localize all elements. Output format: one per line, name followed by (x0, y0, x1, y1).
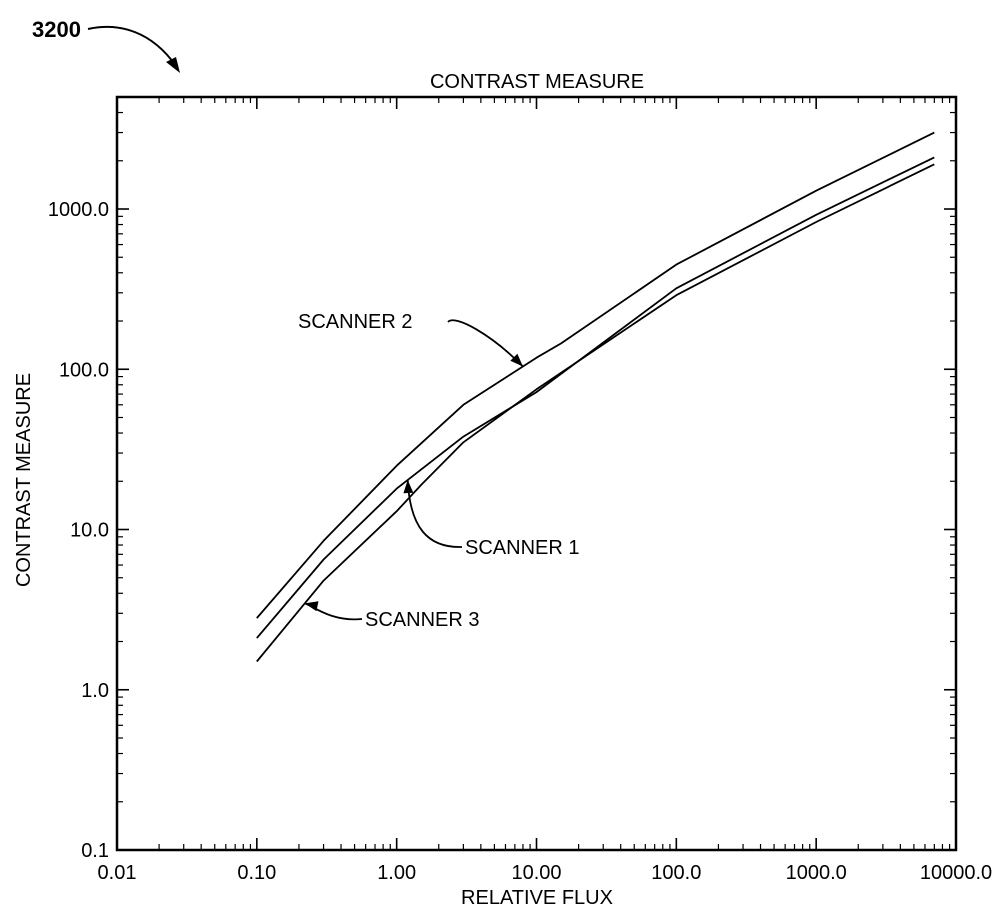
y-tick-label: 100.0 (59, 359, 109, 381)
x-axis-label: RELATIVE FLUX (461, 887, 613, 909)
annotation-arrowhead (305, 601, 319, 611)
y-tick-label: 1000.0 (48, 199, 109, 221)
x-tick-label: 10000.0 (920, 862, 992, 884)
figure-label-arrowhead (166, 57, 180, 73)
y-tick-label: 1.0 (81, 680, 109, 702)
annotation-scanner-1: SCANNER 1 (465, 537, 579, 559)
y-axis-label: CONTRAST MEASURE (13, 373, 35, 587)
x-tick-label: 1.00 (377, 862, 416, 884)
series-line-scanner-2 (257, 133, 935, 618)
x-tick-label: 100.0 (651, 862, 701, 884)
x-tick-label: 0.01 (98, 862, 137, 884)
annotation-scanner-3: SCANNER 3 (365, 609, 479, 631)
series-line-scanner-1 (257, 157, 935, 638)
x-tick-label: 10.00 (511, 862, 561, 884)
x-tick-label: 1000.0 (786, 862, 847, 884)
figure-label-leader (88, 27, 176, 66)
ticks-layer: 0.01 0.10 1.00 10.00 100.0 1000.0 10000.0 0.1 1.… (48, 97, 992, 884)
chart-title: CONTRAST MEASURE (430, 71, 644, 93)
plot-frame (117, 97, 956, 850)
x-tick-label: 0.10 (237, 862, 276, 884)
series-layer (257, 133, 935, 662)
annotation-scanner-2: SCANNER 2 (298, 311, 412, 333)
series-line-scanner-3 (257, 164, 935, 661)
y-tick-label: 0.1 (81, 840, 109, 862)
figure-label: 3200 (32, 17, 81, 42)
y-tick-label: 10.0 (70, 520, 109, 542)
annotation-layer: SCANNER 2 SCANNER 1 SCANNER 3 (298, 311, 579, 631)
